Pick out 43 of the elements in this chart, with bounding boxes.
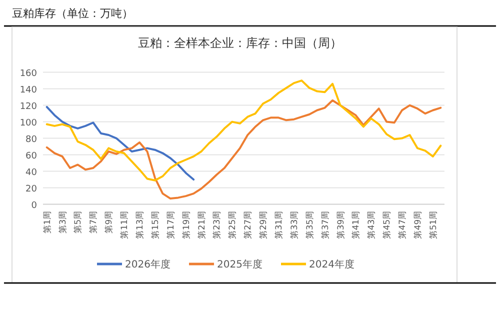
chart-subtitle: 豆粕：全样本企业：库存：中国（周） — [138, 36, 342, 50]
y-tick-label: 120 — [20, 102, 38, 112]
x-tick-label: 第21周 — [196, 210, 208, 240]
legend-label: 2026年度 — [125, 258, 170, 270]
x-tick-label: 第29周 — [258, 210, 270, 240]
x-tick-label: 第51周 — [428, 210, 439, 240]
x-tick-label: 第15周 — [150, 210, 161, 240]
x-tick-label: 第27周 — [242, 210, 254, 240]
x-tick-label: 第31周 — [273, 210, 284, 240]
y-tick-label: 160 — [20, 68, 38, 79]
x-tick-label: 第5周 — [72, 210, 84, 234]
x-tick-label: 第17周 — [165, 210, 176, 240]
line-series — [46, 80, 442, 182]
x-tick-label: 第39周 — [335, 210, 346, 240]
x-tick-label: 第11周 — [119, 210, 130, 240]
x-tick-label: 第47周 — [397, 210, 408, 240]
x-tick-label: 第19周 — [180, 210, 192, 240]
y-tick-label: 100 — [20, 118, 38, 128]
x-tick-label: 第23周 — [212, 210, 223, 240]
y-tick-label: 140 — [20, 85, 38, 96]
x-tick-label: 第9周 — [104, 210, 115, 234]
x-tick-label: 第43周 — [366, 210, 378, 240]
x-tick-label: 第45周 — [382, 210, 393, 240]
line-series — [46, 99, 442, 200]
x-tick-label: 第35周 — [304, 210, 316, 240]
x-tick-label: 第1周 — [42, 210, 53, 234]
y-tick-label: 80 — [26, 134, 38, 145]
y-tick-label: 60 — [26, 151, 38, 162]
legend-label: 2024年度 — [309, 258, 354, 270]
x-tick-label: 第37周 — [320, 210, 331, 240]
x-tick-label: 第7周 — [88, 210, 100, 234]
chart-title: 豆粕库存（单位：万吨） — [12, 7, 133, 20]
y-tick-label: 40 — [26, 168, 38, 178]
x-tick-label: 第33周 — [288, 210, 300, 240]
x-tick-label: 第13周 — [134, 210, 146, 240]
x-tick-label: 第3周 — [57, 210, 68, 234]
x-tick-label: 第25周 — [227, 210, 238, 240]
x-tick-label: 第41周 — [350, 210, 362, 240]
y-tick-label: 0 — [31, 200, 38, 211]
y-tick-label: 20 — [26, 184, 38, 194]
legend-label: 2025年度 — [217, 258, 262, 270]
x-tick-label: 第49周 — [412, 210, 424, 240]
line-series — [46, 106, 195, 181]
